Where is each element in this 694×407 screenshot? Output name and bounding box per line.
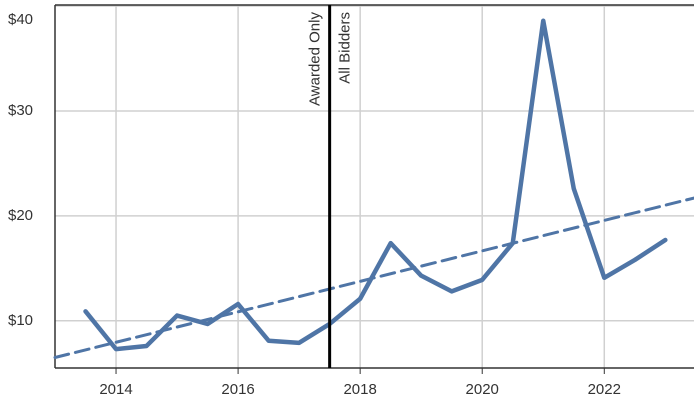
y-tick-label: $30: [8, 102, 33, 119]
data-line: [83, 18, 668, 352]
x-tick-label: 2020: [466, 381, 499, 398]
x-tick-label: 2018: [343, 381, 376, 398]
y-tick-label: $10: [8, 312, 33, 329]
divider-label: All Bidders: [337, 12, 354, 84]
y-tick-label: $20: [8, 207, 33, 224]
divider-label: Awarded Only: [307, 12, 324, 106]
x-tick-label: 2016: [221, 381, 254, 398]
y-tick-label: $40: [8, 11, 33, 28]
trend-line: [53, 196, 694, 360]
x-tick-label: 2022: [588, 381, 621, 398]
x-tick-label: 2014: [99, 381, 132, 398]
